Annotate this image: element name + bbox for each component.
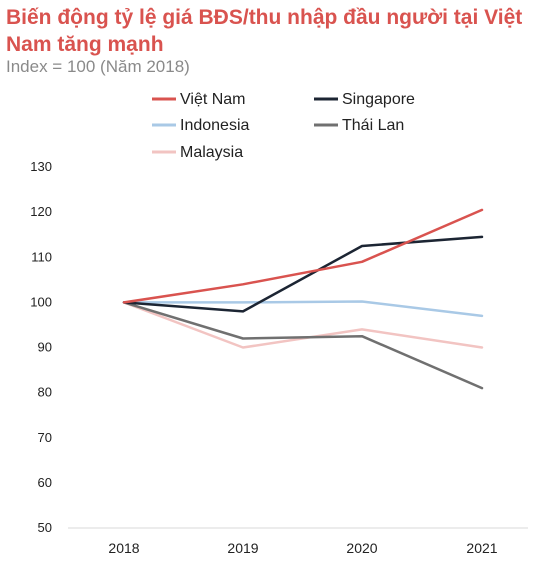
y-tick-label: 60 [38,475,52,490]
series-line-3 [122,300,484,318]
legend-label: Việt Nam [180,91,246,108]
y-tick-label: 70 [38,430,52,445]
chart-title: Biến động tỷ lệ giá BĐS/thu nhập đầu ngư… [6,6,523,56]
y-tick-label: 100 [30,294,52,309]
series-line-1 [122,208,484,304]
x-tick-label: 2019 [227,540,258,556]
y-tick-label: 110 [31,249,52,264]
y-tick-label: 90 [38,340,52,355]
chart-legend: Việt Nam Singapore Indonesia Thái Lan Malays… [152,91,415,161]
legend-label: Malaysia [180,144,243,161]
chart-subtitle: Index = 100 (Năm 2018) [6,57,190,76]
y-tick-label: 50 [38,520,52,535]
y-tick-label: 80 [38,385,52,400]
y-tick-label: 130 [30,159,52,174]
series-line-2 [122,235,484,313]
x-tick-label: 2021 [466,540,497,556]
legend-label: Singapore [342,91,415,108]
legend-label: Thái Lan [342,117,404,134]
chart-series [122,208,484,390]
chart-axes: 50 60 70 80 90 100 110 120 130 2018 2019 2020 2021 [30,159,528,556]
y-tick-label: 120 [30,204,52,219]
series-line-4 [122,301,484,390]
x-tick-label: 2018 [108,540,139,556]
x-tick-label: 2020 [346,540,377,556]
legend-label: Indonesia [180,117,249,134]
